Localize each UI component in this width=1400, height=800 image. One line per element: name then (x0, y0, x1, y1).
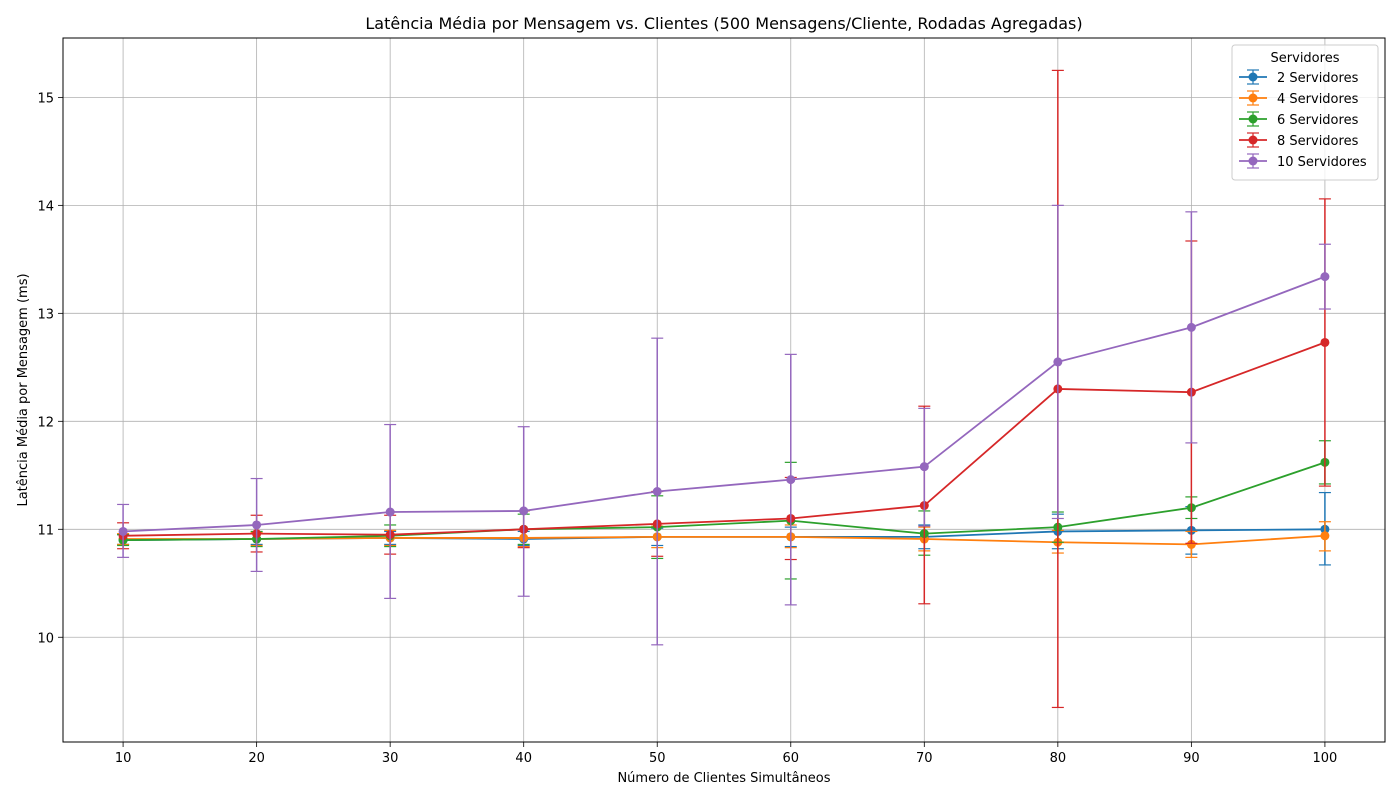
data-point (385, 507, 395, 517)
series-line (123, 461, 1326, 541)
series-5 (117, 204, 1331, 646)
legend-label: 4 Servidores (1277, 92, 1359, 107)
data-point (519, 506, 529, 516)
x-axis-label: Número de Clientes Simultâneos (617, 771, 830, 786)
data-point (786, 475, 796, 485)
x-tick-label: 60 (782, 751, 799, 766)
y-tick-label: 12 (37, 415, 54, 430)
y-tick-label: 15 (37, 91, 54, 106)
legend-marker (1248, 135, 1258, 145)
data-point (252, 520, 262, 530)
legend-label: 10 Servidores (1277, 155, 1367, 170)
x-tick-label: 20 (248, 751, 265, 766)
series-line (123, 341, 1326, 537)
legend-marker (1248, 72, 1258, 82)
legend-label: 6 Servidores (1277, 113, 1359, 128)
y-tick-label: 11 (37, 523, 54, 538)
series-layer (117, 69, 1331, 709)
chart-title: Latência Média por Mensagem vs. Clientes… (365, 14, 1082, 33)
legend-item: 8 Servidores (1239, 132, 1359, 149)
legend-item: 4 Servidores (1239, 90, 1359, 107)
data-point (1320, 272, 1330, 282)
x-tick-label: 30 (382, 751, 399, 766)
series-line (123, 534, 1325, 546)
data-point (1320, 531, 1330, 541)
x-tick-label: 10 (115, 751, 132, 766)
legend-box (1231, 44, 1379, 181)
legend-marker (1248, 156, 1258, 166)
data-point (919, 462, 929, 472)
plot-area-frame (62, 37, 1386, 743)
y-tick-label: 14 (37, 199, 54, 214)
data-point (118, 526, 128, 536)
legend-label: 2 Servidores (1277, 71, 1359, 86)
legend-label: 8 Servidores (1277, 134, 1359, 149)
data-point (1186, 539, 1196, 549)
x-tick-label: 70 (916, 751, 933, 766)
axis-ticks: 10 20 30 40 50 60 70 80 90 100 10 11 12 13 14 15 (37, 91, 1337, 766)
x-tick-label: 40 (515, 751, 532, 766)
legend-item: 2 Servidores (1239, 69, 1359, 86)
series-line (123, 275, 1326, 533)
y-axis-label: Latência Média por Mensagem (ms) (16, 273, 31, 506)
legend: Servidores 2 Servidores 4 Servidores 6 Ser… (1231, 44, 1379, 181)
data-point (1186, 322, 1196, 332)
legend-item: 6 Servidores (1239, 111, 1359, 128)
legend-item: 10 Servidores (1239, 153, 1367, 170)
legend-title: Servidores (1271, 51, 1340, 66)
y-tick-label: 10 (37, 631, 54, 646)
data-point (1320, 337, 1330, 347)
data-point (652, 486, 662, 496)
x-tick-label: 80 (1050, 751, 1067, 766)
y-tick-label: 13 (37, 307, 54, 322)
x-tick-label: 50 (649, 751, 666, 766)
data-point (1053, 357, 1063, 367)
x-tick-label: 90 (1183, 751, 1200, 766)
x-tick-label: 100 (1312, 751, 1337, 766)
legend-marker (1248, 114, 1258, 124)
legend-marker (1248, 93, 1258, 103)
